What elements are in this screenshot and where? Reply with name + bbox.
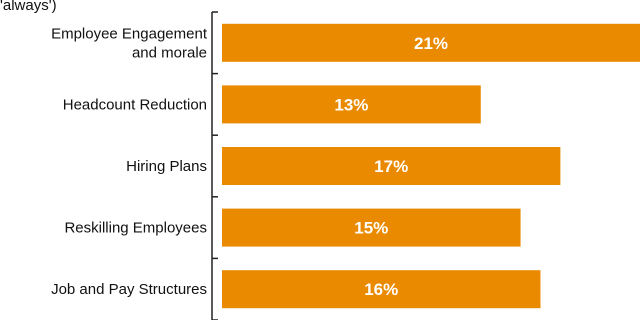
category-label-line: Hiring Plans xyxy=(126,158,207,175)
category-label-1: Employee Engagement and morale xyxy=(51,25,208,61)
category-labels: Employee Engagement and morale Headcount R… xyxy=(51,25,208,298)
category-label-3: Hiring Plans xyxy=(126,158,207,175)
data-label-1: 21% xyxy=(414,34,448,53)
category-label-5: Job and Pay Structures xyxy=(51,281,207,298)
category-label-line: Reskilling Employees xyxy=(64,220,207,237)
bars: 21% 13% 17% 15% 16% xyxy=(222,23,640,309)
chart-title-fragment: 'always') xyxy=(0,0,57,14)
bar-3 xyxy=(222,147,561,185)
data-label-3: 17% xyxy=(374,157,408,176)
y-axis xyxy=(211,11,218,320)
category-label-line: Headcount Reduction xyxy=(63,96,207,113)
data-label-2: 13% xyxy=(334,95,368,114)
category-label-line: Job and Pay Structures xyxy=(51,281,207,298)
bar-5 xyxy=(222,270,541,309)
category-label-2: Headcount Reduction xyxy=(63,96,207,113)
category-label-4: Reskilling Employees xyxy=(64,220,207,237)
category-label-line: and morale xyxy=(132,44,207,61)
bar-4 xyxy=(222,208,521,247)
category-label-line: Employee Engagement xyxy=(51,25,208,42)
bar-1 xyxy=(222,23,640,62)
bar-2 xyxy=(222,85,481,124)
data-label-4: 15% xyxy=(354,219,388,238)
data-label-5: 16% xyxy=(364,280,398,299)
